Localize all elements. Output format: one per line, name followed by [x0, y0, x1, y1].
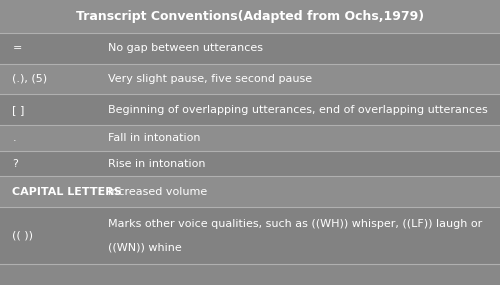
Bar — [0, 151, 500, 176]
Text: CAPITAL LETTERS: CAPITAL LETTERS — [12, 187, 122, 197]
Text: Increased volume: Increased volume — [108, 187, 207, 197]
Text: ((WN)) whine: ((WN)) whine — [108, 243, 181, 253]
Text: No gap between utterances: No gap between utterances — [108, 43, 262, 53]
Text: ?: ? — [12, 158, 18, 169]
Text: =: = — [12, 43, 22, 53]
Bar — [0, 0, 500, 33]
Text: [ ]: [ ] — [12, 105, 25, 115]
Text: Very slight pause, five second pause: Very slight pause, five second pause — [108, 74, 312, 84]
Text: Rise in intonation: Rise in intonation — [108, 158, 205, 169]
Text: (( )): (( )) — [12, 231, 34, 241]
Bar — [0, 176, 500, 207]
Text: (.), (5): (.), (5) — [12, 74, 48, 84]
Bar — [0, 125, 500, 151]
Bar — [0, 207, 500, 264]
Text: Fall in intonation: Fall in intonation — [108, 133, 200, 143]
Text: Marks other voice qualities, such as ((WH)) whisper, ((LF)) laugh or: Marks other voice qualities, such as ((W… — [108, 219, 482, 229]
Text: Beginning of overlapping utterances, end of overlapping utterances: Beginning of overlapping utterances, end… — [108, 105, 487, 115]
Bar — [0, 33, 500, 64]
Bar — [0, 94, 500, 125]
Bar — [0, 64, 500, 94]
Text: .: . — [12, 133, 16, 143]
Text: Transcript Conventions(Adapted from Ochs,1979): Transcript Conventions(Adapted from Ochs… — [76, 10, 424, 23]
